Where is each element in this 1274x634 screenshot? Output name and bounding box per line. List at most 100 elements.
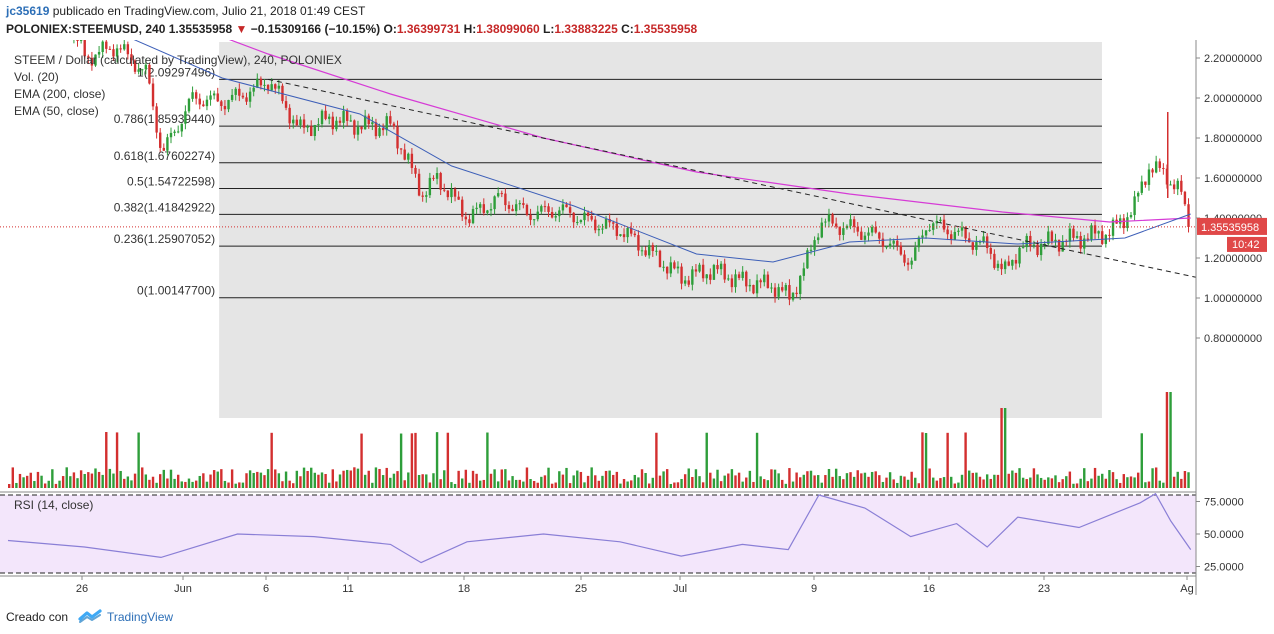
candle-body: [1014, 259, 1018, 264]
volume-bar: [752, 481, 755, 488]
made-with-label: Creado con: [6, 610, 69, 624]
volume-bar: [338, 474, 342, 488]
candle-body: [277, 85, 281, 89]
volume-bar: [212, 470, 216, 488]
candle-body: [547, 206, 550, 212]
candle-body: [302, 119, 306, 128]
tradingview-brand[interactable]: TradingView: [107, 610, 174, 624]
candle-body: [1057, 239, 1061, 252]
candle-body: [910, 260, 913, 265]
candle-body: [525, 204, 529, 215]
candle-body: [385, 116, 388, 131]
candle-body: [392, 123, 396, 127]
candle-body: [486, 210, 489, 213]
volume-bar: [288, 480, 291, 488]
candle-body: [676, 266, 680, 269]
volume-bar: [51, 469, 54, 488]
candle-body: [263, 84, 266, 86]
volume-bar: [281, 481, 284, 488]
volume-bar: [248, 470, 252, 488]
candle-body: [159, 132, 162, 148]
volume-bar: [1140, 433, 1143, 488]
price-chart[interactable]: 1.618(2.76752070)1(2.09297496)0.786(1.85…: [0, 40, 1274, 600]
volume-bar: [1147, 481, 1151, 488]
candle-body: [435, 173, 439, 179]
candle-body: [874, 227, 877, 233]
volume-bar: [939, 478, 942, 488]
volume-bar: [421, 474, 424, 488]
candle-body: [633, 233, 637, 236]
volume-bar: [130, 480, 133, 488]
volume-bar: [392, 473, 396, 488]
candle-body: [820, 222, 823, 238]
candle-body: [1180, 180, 1183, 192]
volume-bar: [529, 479, 532, 488]
volume-bar: [399, 433, 403, 488]
time-tick-label: 6: [263, 583, 269, 595]
volume-bar: [863, 472, 867, 488]
volume-bar: [734, 475, 737, 488]
candle-body: [766, 274, 770, 289]
volume-bar: [1136, 472, 1140, 488]
volume-bar: [935, 480, 939, 488]
volume-bar: [453, 483, 457, 488]
candle-body: [417, 173, 421, 196]
volume-bar: [432, 473, 435, 488]
candle-body: [752, 284, 755, 294]
volume-bar: [709, 472, 712, 488]
volume-bar: [737, 472, 741, 488]
price-tick-label: 1.00000000: [1204, 293, 1262, 305]
volume-bar: [730, 469, 734, 488]
volume-bar: [1144, 482, 1147, 488]
volume-bar: [1068, 471, 1072, 488]
candle-body: [802, 268, 806, 276]
volume-bar: [371, 482, 374, 488]
volume-bar: [252, 472, 255, 488]
volume-bar: [1165, 392, 1169, 488]
volume-bar: [647, 483, 651, 488]
candle-body: [647, 245, 651, 256]
volume-bar: [374, 467, 378, 488]
candle-body: [234, 88, 237, 95]
author-link[interactable]: jc35619: [6, 4, 50, 18]
candle-body: [324, 110, 327, 119]
candle-body: [1061, 241, 1064, 252]
candle-body: [522, 203, 525, 205]
time-tick-label: 16: [923, 583, 935, 595]
candle-body: [1068, 228, 1072, 242]
volume-bar: [727, 473, 730, 488]
volume-bar: [378, 468, 381, 488]
candle-body: [737, 274, 741, 278]
volume-bar: [1093, 467, 1097, 488]
volume-bar: [108, 468, 112, 488]
candle-body: [788, 285, 791, 300]
volume-bar: [112, 473, 115, 488]
candle-body: [1165, 168, 1169, 185]
candle-body: [1036, 244, 1039, 256]
tradingview-logo-icon[interactable]: [78, 608, 104, 624]
candle-body: [496, 193, 500, 197]
candle-body: [1162, 167, 1165, 169]
fib-level-label: 1(2.09297496): [137, 65, 215, 79]
chart-header: jc35619 publicado en TradingView.com, Ju…: [0, 0, 1274, 40]
volume-bar: [1126, 477, 1129, 488]
time-tick-label: 25: [575, 583, 587, 595]
volume-bar: [87, 472, 90, 488]
publish-line: jc35619 publicado en TradingView.com, Ju…: [6, 4, 365, 18]
candle-body: [432, 177, 435, 179]
volume-bar: [396, 471, 399, 488]
volume-bar: [903, 476, 906, 488]
price-tick-label: 1.80000000: [1204, 133, 1262, 145]
volume-bar: [1075, 483, 1079, 488]
candle-body: [723, 263, 726, 280]
candle-body: [806, 250, 809, 269]
volume-bar: [525, 467, 529, 488]
candle-body: [680, 266, 683, 284]
candle-body: [917, 237, 921, 248]
candle-body: [781, 287, 784, 291]
volume-bar: [446, 432, 450, 488]
candle-body: [953, 231, 957, 240]
candle-body: [141, 69, 144, 71]
candle-body: [939, 219, 942, 221]
volume-bar: [694, 469, 698, 488]
